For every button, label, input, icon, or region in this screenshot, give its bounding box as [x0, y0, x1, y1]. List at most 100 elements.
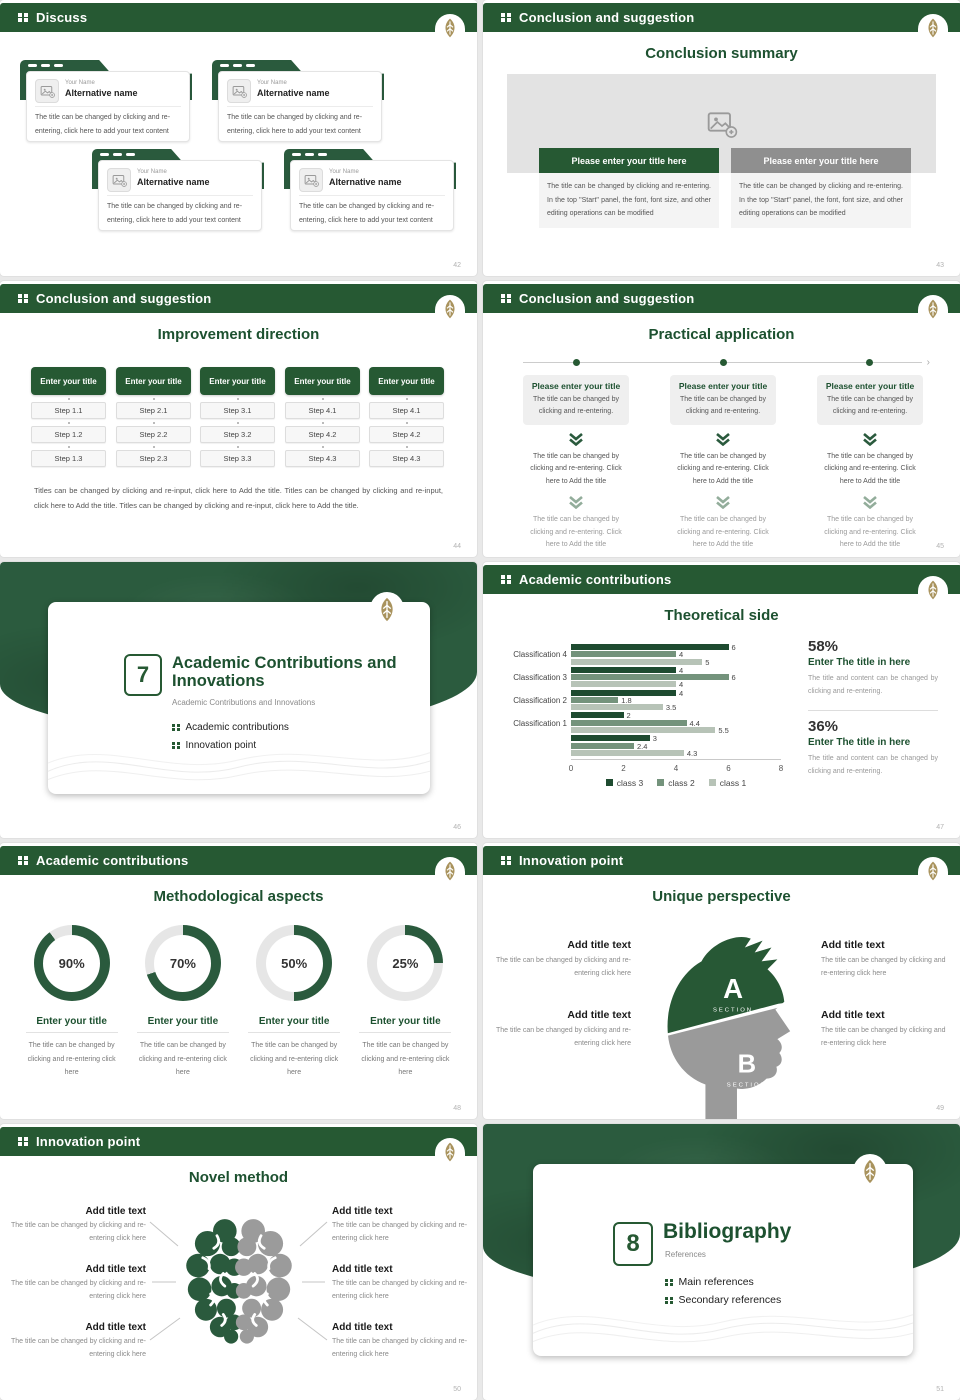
add-title-block: Add title text The title can be changed … [10, 1264, 146, 1300]
slide-50-novel-method[interactable]: Innovation point Novel method [0, 1124, 477, 1400]
profile-card: Your Name Alternative name The title can… [212, 60, 384, 142]
donut-item: 90% Enter your title The title can be ch… [16, 925, 127, 1080]
donut-ring-chart: 70% [144, 925, 221, 1001]
double-chevron-down-icon [569, 496, 583, 510]
x-axis-tick: 8 [778, 763, 784, 773]
title-box: Please enter your title The title can be… [523, 375, 629, 425]
slide-header-bar: Conclusion and suggestion [0, 284, 477, 313]
slide-43-conclusion-summary[interactable]: Conclusion and suggestion Conclusion sum… [483, 0, 960, 276]
bar-value-label: 4 [679, 688, 684, 698]
x-axis-tick: 6 [726, 763, 731, 773]
leaf-logo [435, 295, 465, 325]
connector-lines [149, 1221, 328, 1341]
bar [571, 689, 676, 696]
slide-48-methodological-aspects[interactable]: Academic contributions Methodological as… [0, 843, 477, 1119]
bar [571, 704, 663, 711]
donut-item: 70% Enter your title The title can be ch… [127, 925, 238, 1080]
donut-row: 90% Enter your title The title can be ch… [16, 925, 461, 1080]
bar-value-label: 3 [652, 734, 657, 744]
page-number: 44 [453, 543, 461, 550]
head-silhouette-graphic: A SECTION B SECTION [667, 936, 791, 1119]
page-number: 49 [936, 1105, 944, 1112]
bar [571, 727, 716, 733]
bar-value-label: 4 [679, 665, 684, 675]
category-label: Classification 1 [513, 718, 567, 728]
leaf-logo [435, 1138, 465, 1168]
your-name-label: Your Name [65, 80, 95, 86]
photo-placeholder-icon [35, 79, 59, 103]
slide-51-section-8[interactable]: 8 Bibliography References Main reference… [483, 1124, 960, 1400]
legend-item: class 2 [657, 778, 695, 788]
timeline-arrow-icon: › [926, 357, 930, 368]
header-dots-icon [501, 856, 511, 865]
section-card: 8 Bibliography References Main reference… [533, 1154, 913, 1356]
section-bullet: Innovation point [172, 740, 256, 751]
x-axis-line [571, 758, 781, 760]
add-title-block: Add title text The title can be changed … [10, 1206, 146, 1242]
step-box: Step 1.3 [31, 450, 106, 467]
legend-item: class 1 [708, 778, 746, 788]
stat-body: The title and content can be changed by … [808, 675, 938, 695]
section-b-letter: B [738, 1051, 757, 1079]
leaf-logo [918, 857, 948, 887]
section-number: 8 [613, 1222, 653, 1266]
profile-card: Your Name Alternative name The title can… [20, 60, 192, 142]
slide-title: Theoretical side [664, 607, 779, 624]
slide-42-discuss[interactable]: Discuss Your Name Alternative name The t… [0, 0, 477, 276]
step-box: Step 1.2 [31, 426, 106, 443]
leaf-logo [435, 857, 465, 887]
step-column-5: Enter your title Step 4.1 Step 4.2 Step … [369, 367, 444, 467]
add-title-block: Add title text The title can be changed … [332, 1322, 468, 1358]
section-title: Academic Contributions and Innovations [172, 654, 397, 691]
step-column-1: Enter your title Step 1.1 Step 1.2 Step … [31, 367, 106, 467]
add-title-block: Add title text The title can be changed … [10, 1322, 146, 1358]
page-number: 48 [453, 1105, 461, 1112]
section-bullet: Secondary references [665, 1294, 781, 1306]
practical-column-3: Please enter your title The title can be… [817, 375, 923, 552]
horizontal-bar-chart: 6 4 5 Classification 4 4 6 4 Classification 3 4 1… [491, 642, 803, 806]
wave-pattern [533, 1314, 913, 1343]
stat-title: Enter The title in here [808, 657, 911, 668]
slide-45-practical-application[interactable]: Conclusion and suggestion Practical appl… [483, 281, 960, 557]
profile-card: Your Name Alternative name The title can… [92, 149, 264, 231]
photo-placeholder-icon [299, 168, 323, 192]
step-box: Step 1.1 [31, 402, 106, 419]
bar-value-label: 2 [626, 711, 631, 721]
section-bullet: Academic contributions [172, 722, 289, 733]
bar-value-label: 6 [731, 673, 736, 683]
add-title-block: Add title text The title can be changed … [495, 1009, 631, 1047]
leaf-logo [918, 14, 948, 44]
footer-paragraph: Titles can be changed by clicking and re… [34, 486, 443, 511]
slide-49-unique-perspective[interactable]: Innovation point Unique perspective A SE… [483, 843, 960, 1119]
slide-44-improvement-direction[interactable]: Conclusion and suggestion Improvement di… [0, 281, 477, 557]
slide-title: Unique perspective [652, 888, 791, 905]
title-bar-gray: Please enter your title here [731, 148, 911, 173]
bar-value-label: 5.5 [718, 726, 729, 735]
header-dots-icon [18, 294, 28, 303]
stat-divider [808, 710, 938, 711]
bar [571, 719, 687, 726]
add-title-block: Add title text The title can be changed … [495, 939, 631, 977]
slide-47-theoretical-side[interactable]: Academic contributions Theoretical side … [483, 562, 960, 838]
bar [571, 749, 684, 756]
donut-ring-chart: 25% [367, 925, 444, 1001]
header-dots-icon [18, 856, 28, 865]
slide-title: Improvement direction [157, 326, 320, 343]
bullet-dots-icon [665, 1296, 673, 1304]
add-title-block: Add title text The title can be changed … [332, 1264, 468, 1300]
leaf-logo [853, 1154, 887, 1188]
timeline-dot [573, 359, 580, 366]
double-chevron-down-icon [863, 432, 877, 446]
section-title: Bibliography [663, 1220, 792, 1243]
x-axis-tick: 0 [568, 763, 574, 773]
timeline-dot [720, 359, 727, 366]
header-dots-icon [18, 1137, 28, 1146]
title-button: Enter your title [31, 367, 106, 395]
page-number: 42 [453, 262, 461, 269]
bar-value-label: 6 [731, 643, 736, 652]
slide-46-section-7[interactable]: 7 Academic Contributions and Innovations… [0, 562, 477, 838]
double-chevron-down-icon [863, 496, 877, 510]
body-text-right: The title can be changed by clicking and… [731, 173, 911, 228]
slide-header-bar: Conclusion and suggestion [483, 284, 960, 313]
category-label: Classification 4 [513, 650, 567, 660]
